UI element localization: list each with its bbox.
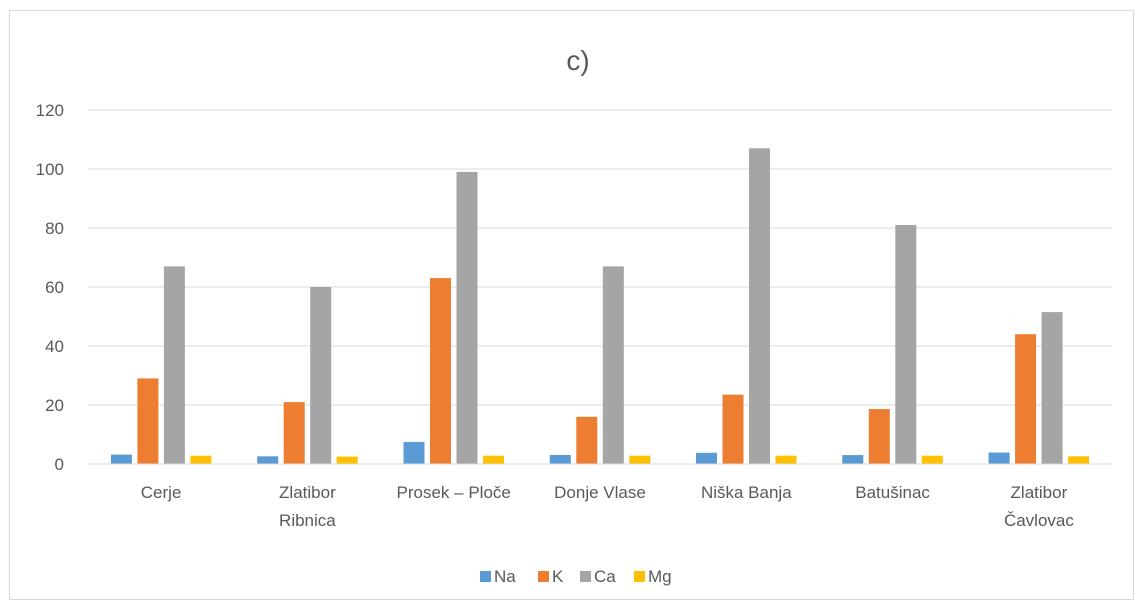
bar-ca <box>310 287 332 464</box>
bar-k <box>868 409 890 464</box>
category-label: Cerje <box>141 483 182 502</box>
y-tick-label: 20 <box>45 396 64 415</box>
category-label: Čavlovac <box>1004 511 1074 530</box>
y-axis-ticks: 0 20 40 60 80 100 120 <box>36 101 64 474</box>
bar-mg <box>921 455 943 464</box>
bar-ca <box>1041 312 1063 464</box>
bar-mg <box>190 455 212 464</box>
gridlines <box>88 109 1112 406</box>
bar-na <box>842 455 864 464</box>
bars <box>110 148 1090 465</box>
category-label: Zlatibor <box>1011 483 1068 502</box>
category-label: Donje Vlase <box>554 483 646 502</box>
bar-k <box>576 416 598 464</box>
legend-swatch-k <box>538 571 549 582</box>
y-tick-label: 120 <box>36 101 64 120</box>
y-tick-label: 100 <box>36 160 64 179</box>
legend-swatch-mg <box>634 571 645 582</box>
bar-na <box>257 456 279 464</box>
legend: Na K Ca Mg <box>480 567 672 586</box>
bar-mg <box>629 455 651 464</box>
bar-ca <box>456 171 478 464</box>
chart-frame <box>9 10 1134 600</box>
legend-swatch-ca <box>580 571 591 582</box>
legend-label-mg: Mg <box>648 567 672 586</box>
bar-k <box>430 278 451 464</box>
y-tick-label: 0 <box>55 455 64 474</box>
y-tick-label: 60 <box>45 278 64 297</box>
category-label: Batušinac <box>855 483 930 502</box>
bar-na <box>110 454 132 464</box>
legend-swatch-na <box>480 571 491 582</box>
bar-na <box>549 454 571 464</box>
bar-k <box>1015 334 1037 464</box>
bar-mg <box>336 456 358 464</box>
legend-label-na: Na <box>494 567 516 586</box>
legend-label-ca: Ca <box>594 567 616 586</box>
legend-label-k: K <box>552 567 564 586</box>
bar-ca <box>895 225 917 464</box>
bar-ca <box>749 148 770 465</box>
y-tick-label: 80 <box>45 219 64 238</box>
bar-k <box>722 394 744 464</box>
bar-ca <box>163 266 185 464</box>
bar-k <box>283 402 305 464</box>
category-label: Prosek – Ploče <box>397 483 511 502</box>
category-label: Zlatibor <box>279 483 336 502</box>
category-label: Ribnica <box>279 511 336 530</box>
bar-na <box>988 452 1010 464</box>
bar-ca <box>602 266 624 464</box>
bar-mg <box>483 455 504 464</box>
chart-title: c) <box>566 45 589 76</box>
category-labels: Cerje Zlatibor Ribnica Prosek – Ploče Donje … <box>141 483 1075 530</box>
y-tick-label: 40 <box>45 337 64 356</box>
bar-na <box>696 452 717 464</box>
category-label: Niška Banja <box>701 483 792 502</box>
bar-k <box>137 378 159 464</box>
bar-mg <box>1068 456 1090 464</box>
bar-na <box>403 441 425 464</box>
bar-mg <box>775 455 797 464</box>
